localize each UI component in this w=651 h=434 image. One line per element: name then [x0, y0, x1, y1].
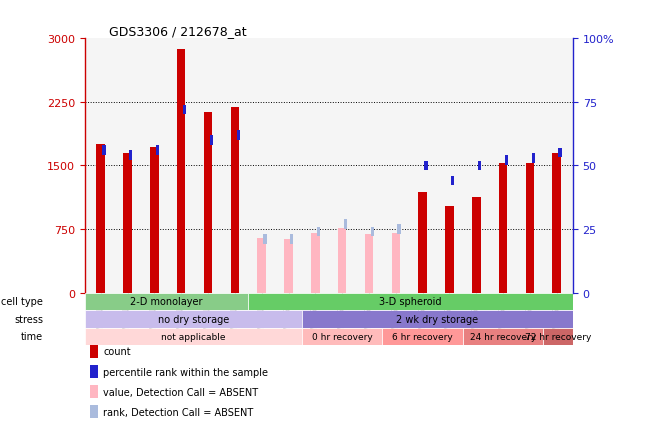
Bar: [90, 385, 98, 398]
Bar: [553, 154, 561, 293]
Bar: [90, 345, 98, 358]
Bar: [317, 227, 320, 237]
Bar: [85, 293, 248, 310]
Bar: [129, 151, 132, 161]
Text: 24 hr recovery: 24 hr recovery: [470, 332, 536, 341]
Bar: [344, 220, 347, 229]
Bar: [302, 310, 573, 328]
Bar: [102, 146, 105, 155]
Bar: [90, 365, 98, 378]
Bar: [85, 310, 302, 328]
Bar: [248, 293, 573, 310]
Bar: [472, 197, 480, 293]
Bar: [311, 233, 320, 293]
Bar: [284, 239, 293, 293]
Bar: [338, 229, 346, 293]
Bar: [544, 328, 573, 345]
Text: no dry storage: no dry storage: [158, 314, 229, 324]
Bar: [204, 113, 212, 293]
Bar: [451, 176, 454, 186]
Bar: [230, 108, 239, 293]
Bar: [478, 161, 481, 171]
Bar: [156, 146, 159, 155]
Bar: [559, 148, 562, 158]
Text: 3-D spheroid: 3-D spheroid: [380, 296, 442, 306]
Bar: [290, 235, 294, 244]
Bar: [382, 328, 463, 345]
Text: 2-D monolayer: 2-D monolayer: [130, 296, 202, 306]
Text: percentile rank within the sample: percentile rank within the sample: [103, 367, 268, 377]
Bar: [150, 148, 159, 293]
Bar: [525, 164, 534, 293]
Text: cell type: cell type: [1, 296, 43, 306]
Bar: [365, 234, 373, 293]
Bar: [90, 405, 98, 418]
Bar: [463, 328, 544, 345]
Bar: [96, 145, 105, 293]
Bar: [183, 105, 186, 115]
Text: 2 wk dry storage: 2 wk dry storage: [396, 314, 478, 324]
Bar: [391, 233, 400, 293]
Bar: [398, 225, 401, 234]
Bar: [419, 193, 427, 293]
Bar: [424, 161, 428, 171]
Bar: [499, 164, 507, 293]
Bar: [210, 136, 213, 145]
Bar: [532, 154, 535, 163]
Bar: [177, 50, 186, 293]
Text: GDS3306 / 212678_at: GDS3306 / 212678_at: [109, 25, 247, 38]
Bar: [445, 207, 454, 293]
Text: 0 hr recovery: 0 hr recovery: [312, 332, 372, 341]
Bar: [85, 328, 302, 345]
Text: stress: stress: [14, 314, 43, 324]
Text: rank, Detection Call = ABSENT: rank, Detection Call = ABSENT: [103, 407, 253, 417]
Text: value, Detection Call = ABSENT: value, Detection Call = ABSENT: [103, 387, 258, 397]
Bar: [257, 239, 266, 293]
Text: 6 hr recovery: 6 hr recovery: [393, 332, 453, 341]
Text: 72 hr recovery: 72 hr recovery: [525, 332, 591, 341]
Bar: [236, 131, 240, 140]
Text: time: time: [21, 332, 43, 342]
Text: not applicable: not applicable: [161, 332, 225, 341]
Bar: [264, 235, 266, 244]
Bar: [302, 328, 382, 345]
Bar: [370, 227, 374, 237]
Bar: [505, 156, 508, 166]
Bar: [123, 153, 132, 293]
Text: count: count: [103, 347, 131, 357]
